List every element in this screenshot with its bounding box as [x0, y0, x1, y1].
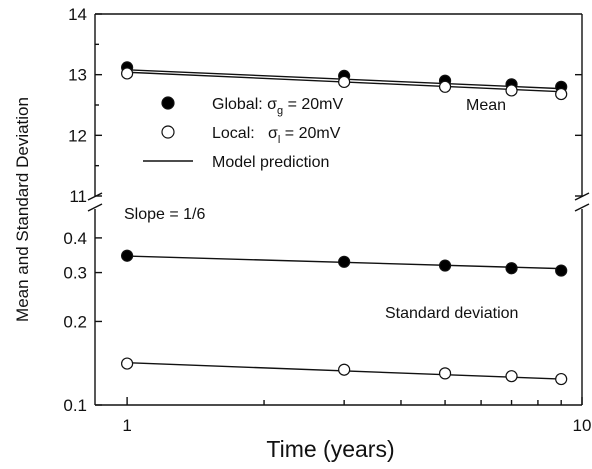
x-axis-title: Time (years): [266, 436, 394, 462]
legend-marker-global: [161, 96, 175, 110]
local-point-sd: [505, 370, 518, 383]
local-point-mean: [555, 87, 568, 101]
global-point-sd: [505, 262, 518, 275]
y-tick-label: 13: [68, 66, 87, 85]
legend: Global: σg = 20mV Local: σl = 20mV Model p…: [143, 96, 344, 171]
local-point-sd: [438, 367, 452, 380]
panel-label-mean: Mean: [466, 97, 506, 114]
y-tick-label: 11: [69, 187, 87, 206]
x-tick-label: 1: [122, 416, 131, 435]
local-point-sd: [338, 363, 351, 376]
axes: 11 12 13 14 0.1 0.2 0.3 0.4 1 10: [63, 5, 591, 435]
local-point-mean: [338, 75, 351, 89]
legend-label: Model prediction: [212, 154, 329, 171]
plot-marks: [121, 61, 568, 386]
y-tick-label: 0.3: [63, 264, 87, 283]
panel-label-sd: Standard deviation: [385, 305, 518, 322]
legend-marker-local: [161, 125, 175, 139]
y-tick-label: 0.1: [63, 396, 87, 415]
y-tick-label: 0.2: [63, 312, 87, 331]
y-axis-title: Mean and Standard Deviation: [13, 97, 32, 322]
labels: Mean Standard deviation Slope = 1/6 Time (y…: [13, 97, 518, 462]
axis-break-mark: [87, 203, 103, 212]
local-point-sd: [555, 372, 568, 386]
local-point-mean: [121, 67, 134, 80]
slope-annotation: Slope = 1/6: [124, 206, 206, 223]
local-point-mean: [505, 84, 518, 97]
global-point-sd: [555, 264, 568, 277]
legend-label: Global: σg = 20mV: [212, 96, 344, 117]
global-point-sd: [438, 259, 452, 272]
global-point-sd: [121, 249, 134, 262]
local-point-mean: [438, 80, 452, 93]
global-point-sd: [338, 255, 351, 268]
axis-break-mark: [574, 203, 590, 212]
y-tick-label: 12: [68, 126, 87, 145]
local-point-sd: [121, 357, 134, 370]
y-tick-label: 0.4: [63, 229, 87, 248]
legend-label: Local: σl = 20mV: [212, 125, 341, 146]
x-tick-label: 10: [573, 416, 592, 435]
y-tick-label: 14: [68, 5, 87, 24]
